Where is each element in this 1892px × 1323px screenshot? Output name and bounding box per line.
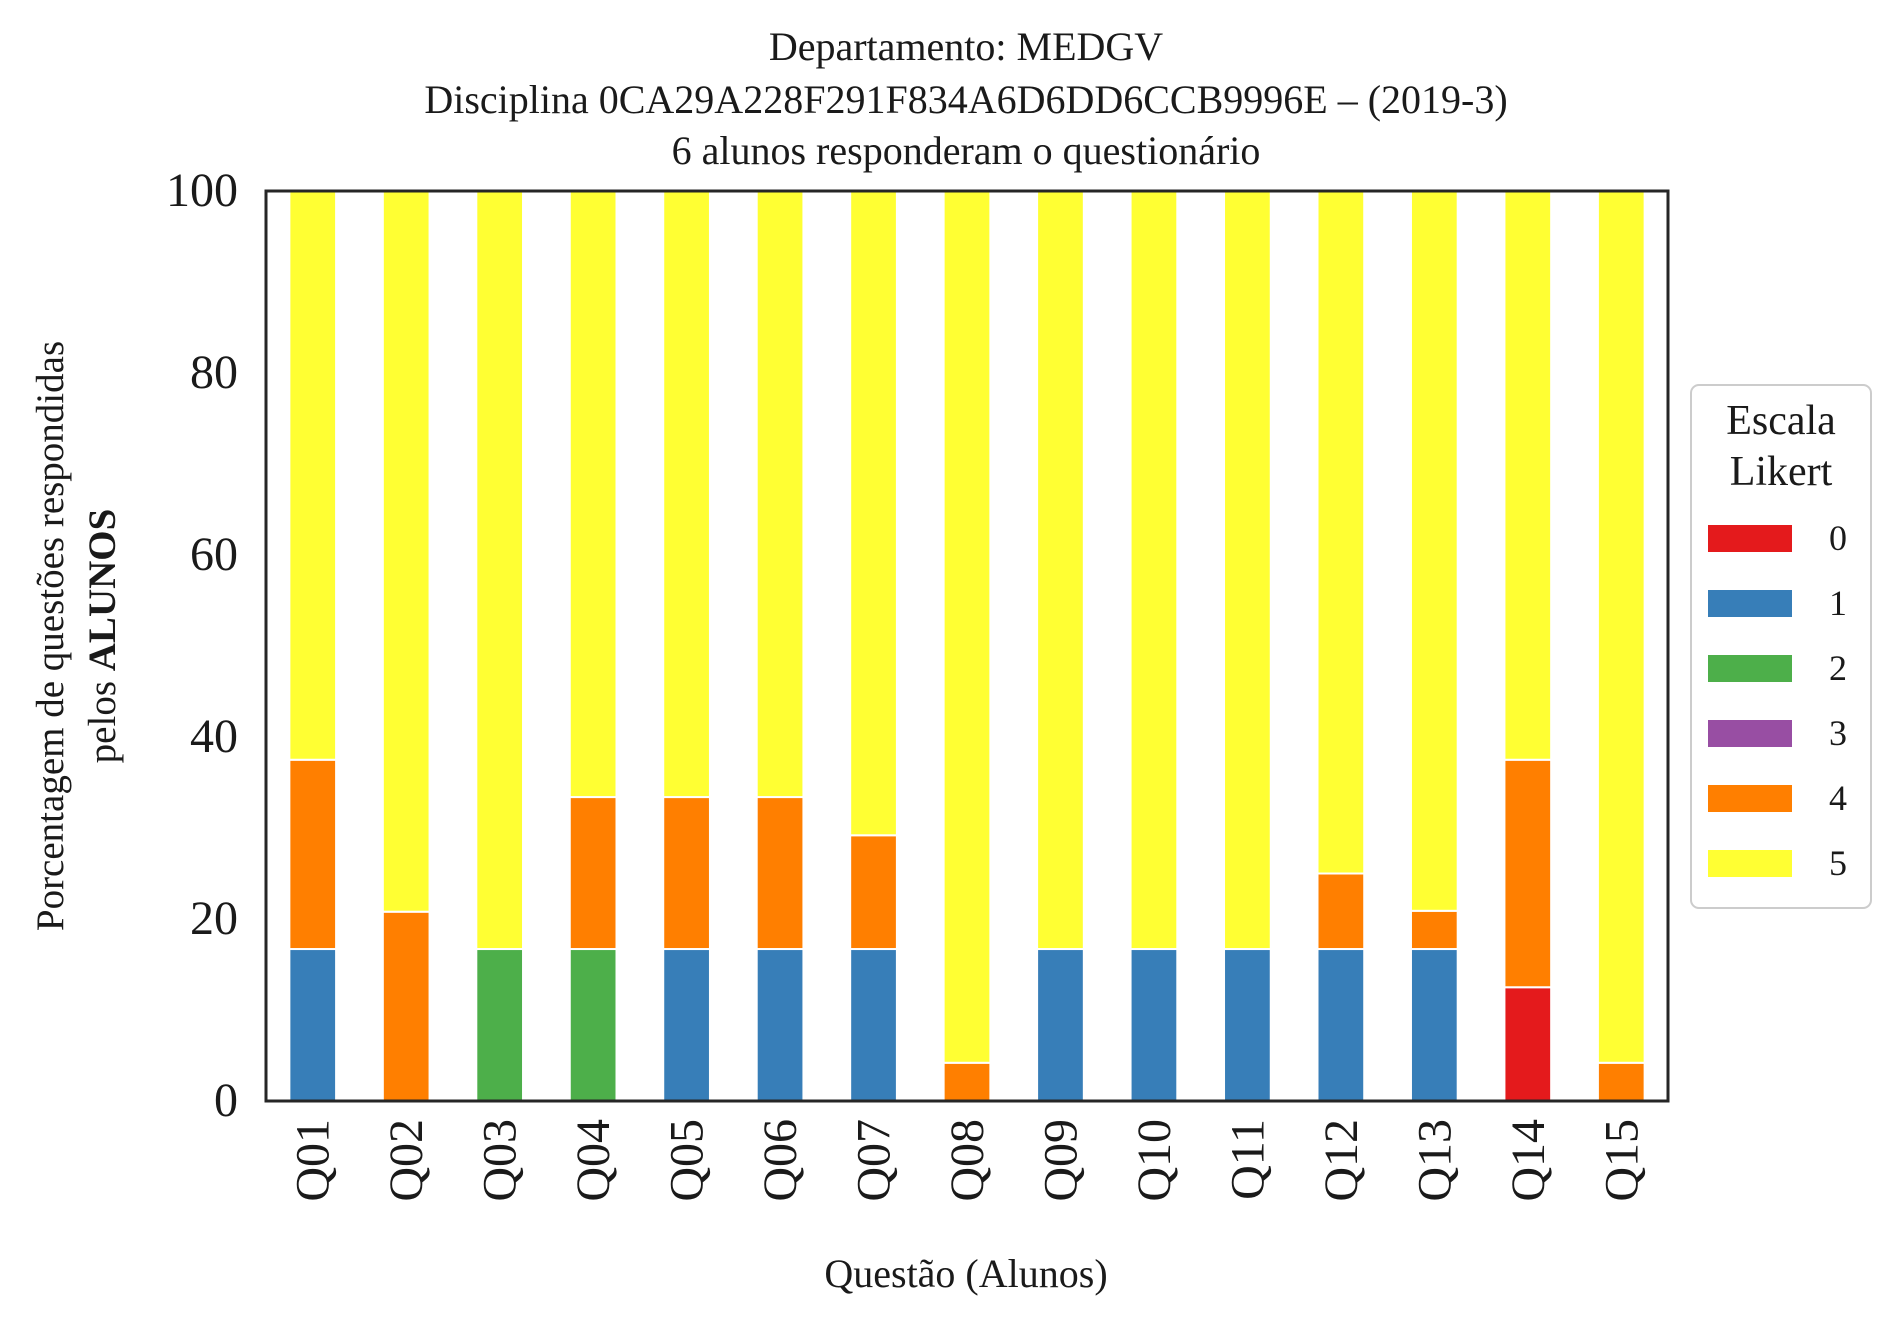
bar-Q13-likert-1 [1409, 948, 1459, 1103]
legend-title-line-1: Escala [1726, 398, 1836, 444]
bar-Q07-likert-4 [849, 834, 898, 951]
bar-Q15-likert-5 [1596, 190, 1646, 1064]
x-tick-label: Q03 [474, 1119, 527, 1202]
ylabel-prefix: pelos [81, 671, 124, 763]
bar-Q12-likert-4 [1316, 872, 1366, 951]
legend-label: 2 [1829, 648, 1847, 688]
bar-Q11-likert-1 [1223, 948, 1272, 1103]
legend-items: 0 1 2 3 4 5 [1708, 518, 1847, 883]
ylabel-bold: ALUNOS [81, 509, 124, 672]
legend: Escala Likert 0 1 2 3 4 5 [1690, 384, 1872, 909]
legend-label: 5 [1829, 843, 1847, 883]
legend-title-line-2: Likert [1730, 449, 1833, 495]
x-tick-label: Q05 [661, 1119, 714, 1202]
x-tick-label: Q04 [567, 1119, 620, 1202]
x-tick-label: Q14 [1502, 1119, 1555, 1202]
plot-frame [264, 189, 1670, 1103]
bar-Q12-likert-1 [1316, 948, 1366, 1103]
x-tick-label: Q11 [1221, 1119, 1274, 1200]
y-tick-label: 80 [190, 346, 238, 399]
bar-Q14-likert-4 [1503, 758, 1553, 989]
bar-Q04-likert-2 [568, 948, 618, 1103]
bar-Q10-likert-1 [1129, 948, 1179, 1103]
y-tick-label: 100 [166, 164, 238, 217]
bar-Q06-likert-1 [755, 948, 805, 1103]
bar-Q04-likert-4 [568, 796, 618, 951]
bar-Q13-likert-4 [1409, 909, 1459, 951]
x-tick-label: Q02 [380, 1119, 433, 1202]
legend-label: 3 [1829, 713, 1847, 753]
x-tick-label: Q07 [848, 1119, 901, 1202]
bar-Q03-likert-2 [475, 948, 525, 1103]
bar-Q07-likert-1 [849, 948, 898, 1103]
x-tick-label: Q06 [754, 1119, 807, 1202]
ylabel-line-1: Porcentagem de questões respondidas [29, 341, 72, 931]
chart-title: Departamento: MEDGV Disciplina 0CA29A228… [424, 24, 1507, 173]
legend-label: 4 [1829, 778, 1847, 818]
y-tick-label: 0 [214, 1074, 238, 1127]
bar-Q01-likert-1 [288, 948, 338, 1103]
bar-Q02-likert-5 [381, 190, 431, 913]
title-line-1: Departamento: MEDGV [769, 24, 1163, 69]
bar-Q11-likert-5 [1223, 190, 1272, 951]
legend-label: 0 [1829, 518, 1847, 558]
x-ticks: Q01 Q02 Q03 Q04 Q05 Q06 Q07 Q08 Q09 Q10 Q11 Q12 Q13 Q… [287, 1119, 1649, 1202]
legend-swatch [1708, 525, 1792, 552]
legend-swatch [1708, 785, 1792, 812]
legend-swatch [1708, 720, 1792, 747]
bar-Q12-likert-5 [1316, 190, 1366, 875]
y-axis-label: Porcentagem de questões respondidas pelo… [29, 341, 124, 931]
x-tick-label: Q15 [1595, 1119, 1648, 1202]
y-tick-label: 40 [190, 710, 238, 763]
bar-Q14-likert-5 [1503, 190, 1553, 761]
title-line-2: Disciplina 0CA29A228F291F834A6D6DD6CCB99… [424, 77, 1507, 122]
y-tick-label: 20 [190, 892, 238, 945]
bar-Q09-likert-5 [1036, 190, 1085, 951]
legend-swatch [1708, 655, 1792, 682]
bars-layer [288, 189, 1646, 1103]
bar-Q10-likert-5 [1129, 190, 1179, 951]
bar-Q05-likert-4 [662, 796, 711, 951]
legend-swatch [1708, 850, 1792, 877]
bar-Q08-likert-4 [942, 1061, 992, 1103]
x-tick-label: Q08 [941, 1119, 994, 1202]
bar-Q13-likert-5 [1409, 189, 1459, 912]
y-tick-label: 60 [190, 528, 238, 581]
legend-swatch [1708, 590, 1792, 617]
x-tick-label: Q09 [1034, 1119, 1087, 1202]
bar-Q03-likert-5 [475, 190, 525, 951]
legend-frame [1690, 384, 1872, 909]
bar-Q01-likert-5 [288, 190, 338, 761]
x-axis-label: Questão (Alunos) [824, 1251, 1107, 1296]
x-tick-label: Q01 [287, 1119, 340, 1202]
bar-Q06-likert-5 [755, 189, 805, 799]
bar-Q15-likert-4 [1596, 1061, 1646, 1103]
bar-Q07-likert-5 [849, 190, 898, 837]
bar-Q01-likert-4 [288, 758, 338, 951]
x-tick-label: Q12 [1315, 1119, 1368, 1202]
legend-label: 1 [1829, 583, 1847, 623]
x-tick-label: Q13 [1408, 1119, 1461, 1202]
title-line-3: 6 alunos responderam o questionário [672, 128, 1261, 173]
bar-Q05-likert-5 [662, 189, 711, 799]
bar-Q04-likert-5 [568, 189, 618, 799]
ylabel-line-2: pelos ALUNOS [81, 509, 124, 764]
bar-Q05-likert-1 [662, 948, 711, 1103]
x-tick-label: Q10 [1128, 1119, 1181, 1202]
bar-Q09-likert-1 [1036, 948, 1085, 1103]
bar-Q02-likert-4 [381, 910, 431, 1102]
bar-Q14-likert-0 [1503, 986, 1553, 1102]
bar-Q08-likert-5 [942, 190, 992, 1064]
y-ticks: 0 20 40 60 80 100 [166, 164, 238, 1127]
bar-Q06-likert-4 [755, 796, 805, 951]
